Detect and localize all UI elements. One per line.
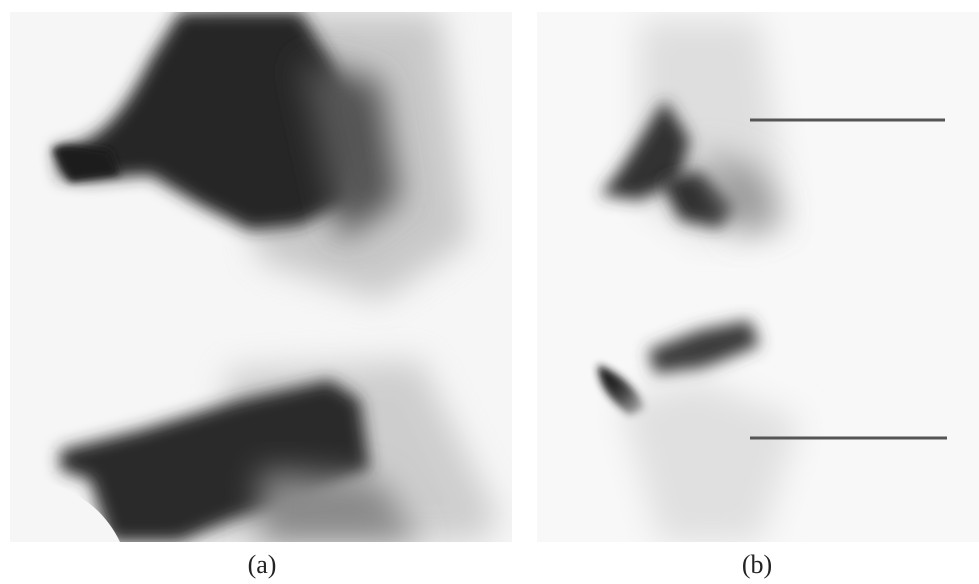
panel-b-image [537, 12, 979, 542]
panel-label: (a) [248, 550, 277, 579]
panel-a-image [10, 12, 512, 542]
figure: (a) (b) [0, 0, 979, 584]
panel-label: (b) [742, 550, 772, 579]
